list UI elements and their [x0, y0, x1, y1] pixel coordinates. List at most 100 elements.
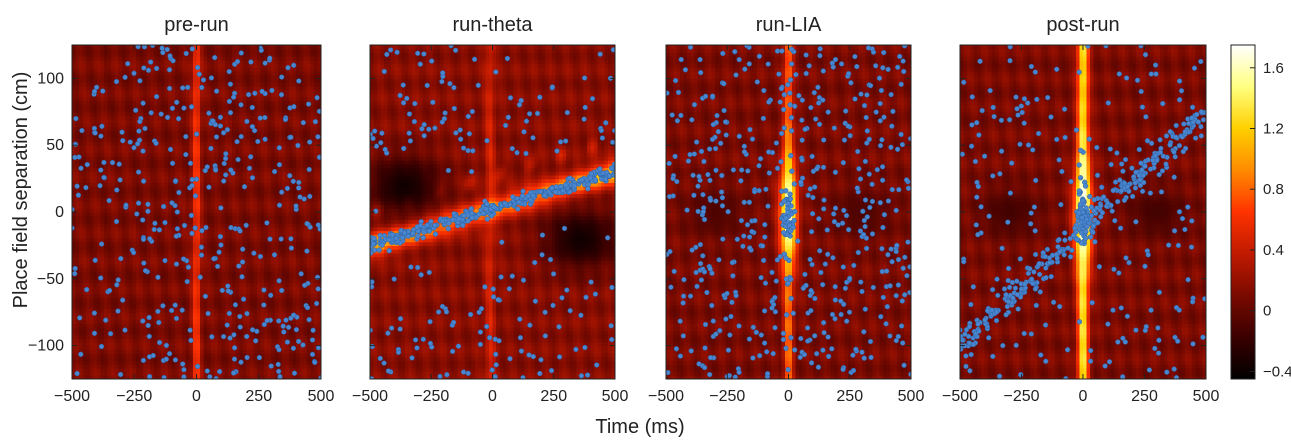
heatmap-cell	[121, 371, 126, 376]
heatmap-cell	[164, 301, 169, 306]
heatmap-cell	[214, 137, 219, 143]
heatmap-cell	[203, 260, 208, 265]
heatmap-cell	[249, 289, 255, 295]
heatmap-cell	[246, 45, 251, 50]
heatmap-cell	[249, 345, 255, 350]
heatmap-cell	[260, 297, 265, 302]
heatmap-cell	[171, 323, 176, 328]
heatmap-cell	[185, 275, 190, 280]
heatmap-cell	[246, 301, 251, 306]
heatmap-cell	[239, 349, 244, 354]
heatmap-cell	[210, 271, 215, 276]
heatmap-cell	[111, 367, 116, 373]
heatmap-cell	[242, 353, 247, 358]
heatmap-cell	[146, 189, 151, 195]
heatmap-cell	[171, 96, 176, 102]
heatmap-cell	[256, 230, 262, 235]
heatmap-cell	[160, 345, 166, 350]
heatmap-cell	[207, 345, 212, 350]
heatmap-cell	[253, 182, 258, 187]
heatmap-cell	[192, 59, 198, 65]
heatmap-cell	[121, 126, 126, 131]
heatmap-cell	[121, 189, 126, 195]
heatmap-cell	[157, 89, 162, 94]
heatmap-cell	[189, 96, 194, 102]
heatmap-cell	[111, 96, 116, 102]
heatmap-cell	[267, 230, 272, 235]
heatmap-cell	[182, 163, 187, 169]
heatmap-cell	[264, 367, 269, 373]
heatmap-cell	[256, 145, 262, 150]
heatmap-cell	[192, 353, 198, 358]
heatmap-cell	[168, 315, 173, 321]
heatmap-cell	[75, 85, 80, 91]
heatmap-cell	[253, 371, 258, 376]
heatmap-cell	[249, 267, 255, 272]
heatmap-cell	[132, 156, 137, 161]
heatmap-cell	[157, 115, 162, 120]
heatmap-cell	[118, 78, 123, 83]
heatmap-cell	[82, 312, 87, 317]
heatmap-cell	[178, 174, 183, 180]
heatmap-cell	[82, 319, 87, 324]
heatmap-cell	[107, 260, 112, 265]
heatmap-cell	[171, 327, 176, 332]
heatmap-cell	[256, 82, 262, 87]
heatmap-cell	[89, 330, 94, 336]
heatmap-cell	[107, 178, 112, 183]
heatmap-cell	[153, 241, 158, 246]
heatmap-cell	[82, 52, 87, 57]
heatmap-cell	[232, 115, 237, 120]
heatmap-cell	[210, 289, 215, 295]
heatmap-cell	[160, 104, 166, 109]
heatmap-cell	[89, 186, 94, 191]
heatmap-cell	[143, 82, 148, 87]
heatmap-cell	[104, 141, 109, 146]
heatmap-cell	[200, 249, 205, 254]
heatmap-cell	[107, 96, 112, 102]
heatmap-cell	[192, 286, 198, 291]
heatmap-cell	[125, 282, 130, 287]
heatmap-cell	[246, 249, 251, 254]
heatmap-cell	[253, 323, 258, 328]
heatmap-cell	[228, 263, 233, 269]
heatmap-cell	[164, 323, 169, 328]
heatmap-cell	[175, 293, 180, 298]
heatmap-cell	[150, 293, 155, 298]
heatmap-cell	[264, 160, 269, 165]
heatmap-cell	[136, 204, 141, 209]
heatmap-cell	[171, 267, 176, 272]
heatmap-cell	[196, 82, 201, 87]
heatmap-cell	[228, 134, 233, 139]
heatmap-cell	[246, 208, 251, 213]
heatmap-cell	[121, 234, 126, 239]
heatmap-cell	[157, 364, 162, 369]
heatmap-cell	[221, 260, 226, 265]
heatmap-cell	[189, 134, 194, 139]
heatmap-cell	[168, 208, 173, 213]
heatmap-cell	[228, 178, 233, 183]
heatmap-cell	[235, 182, 240, 187]
heatmap-cell	[160, 215, 166, 221]
heatmap-cell	[150, 104, 155, 109]
heatmap-cell	[171, 67, 176, 72]
heatmap-cell	[150, 74, 155, 79]
heatmap-cell	[256, 330, 262, 336]
heatmap-cell	[93, 148, 98, 154]
heatmap-cell	[189, 171, 194, 176]
heatmap-cell	[207, 360, 212, 365]
heatmap-cell	[171, 345, 176, 350]
heatmap-cell	[246, 89, 251, 94]
heatmap-cell	[72, 67, 77, 72]
heatmap-cell	[114, 56, 119, 61]
heatmap-cell	[171, 82, 176, 87]
heatmap-cell	[253, 82, 258, 87]
heatmap-cell	[146, 74, 151, 79]
heatmap-cell	[89, 100, 94, 105]
heatmap-cell	[139, 152, 144, 157]
heatmap-cell	[114, 312, 119, 317]
heatmap-cell	[246, 115, 251, 120]
heatmap-cell	[192, 67, 198, 72]
heatmap-cell	[75, 160, 80, 165]
heatmap-cell	[192, 63, 198, 68]
